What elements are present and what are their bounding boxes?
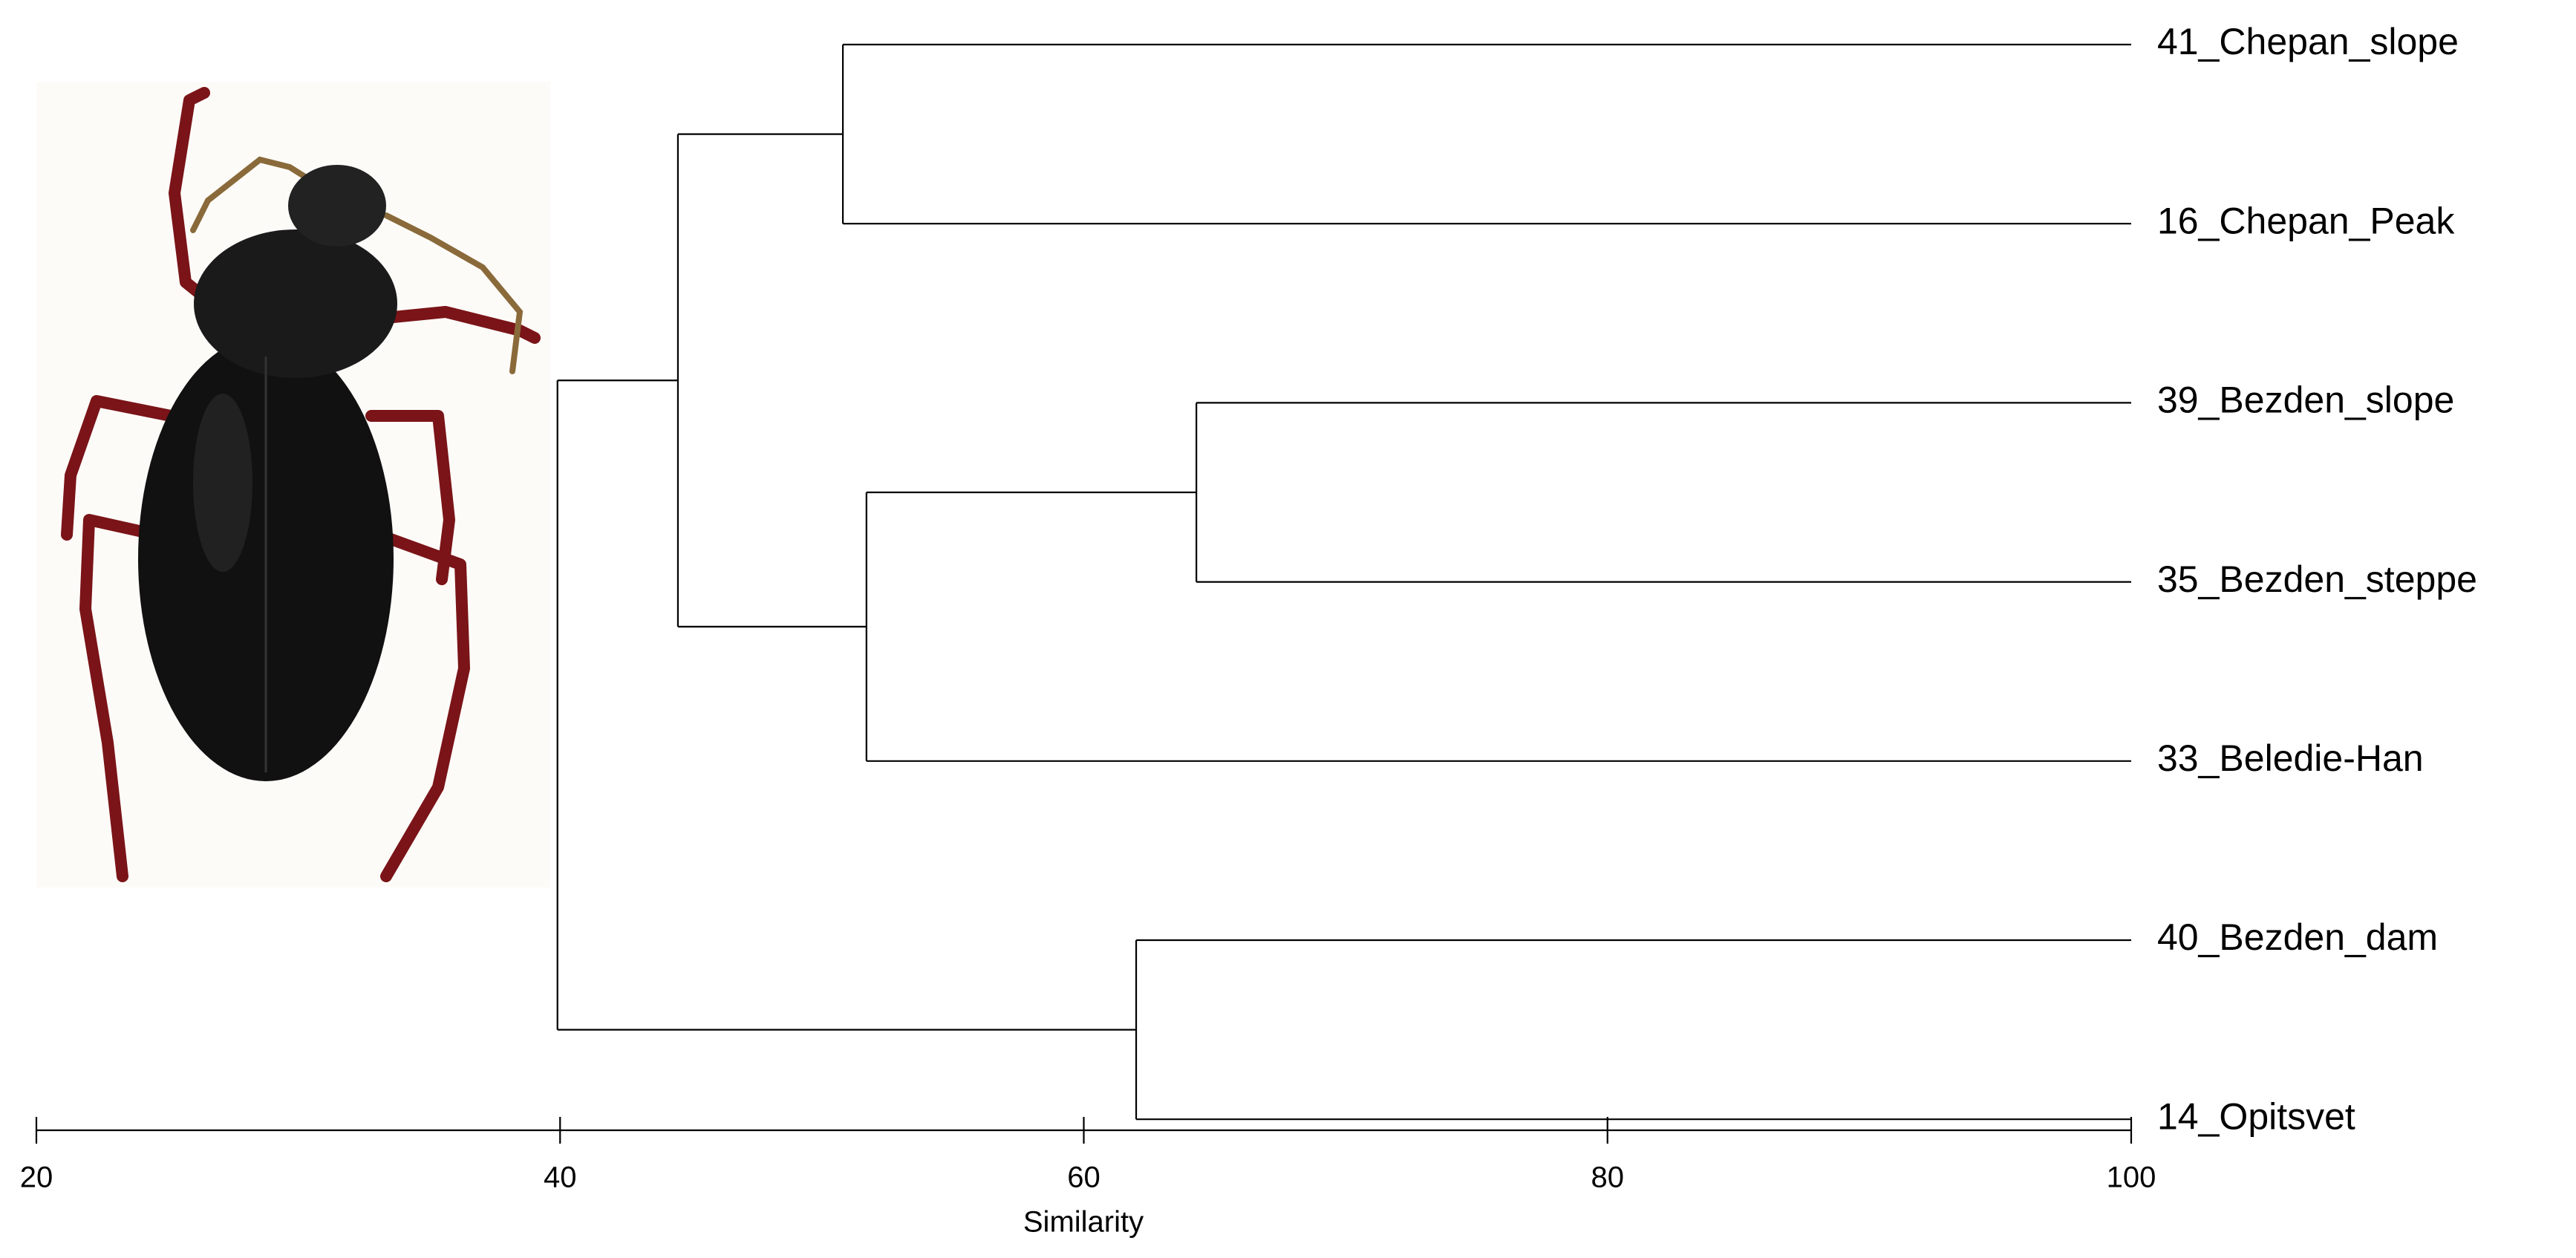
x-tick-label: 20 xyxy=(20,1161,53,1194)
leaf-label: 14_Opitsvet xyxy=(2157,1095,2355,1137)
leaf-label: 40_Bezden_dam xyxy=(2157,916,2438,958)
leaf-label: 39_Bezden_slope xyxy=(2157,379,2454,421)
leaf-label: 41_Chepan_slope xyxy=(2157,21,2459,62)
leaf-label: 16_Chepan_Peak xyxy=(2157,200,2455,241)
x-tick-label: 80 xyxy=(1591,1161,1625,1194)
x-tick-label: 60 xyxy=(1067,1161,1100,1194)
x-axis-label: Similarity xyxy=(1023,1206,1144,1239)
leaf-label: 33_Beledie-Han xyxy=(2157,737,2424,779)
beetle-photo xyxy=(36,82,550,887)
leaf-label: 35_Bezden_steppe xyxy=(2157,558,2477,600)
x-tick-label: 100 xyxy=(2107,1161,2156,1194)
x-tick-label: 40 xyxy=(544,1161,577,1194)
